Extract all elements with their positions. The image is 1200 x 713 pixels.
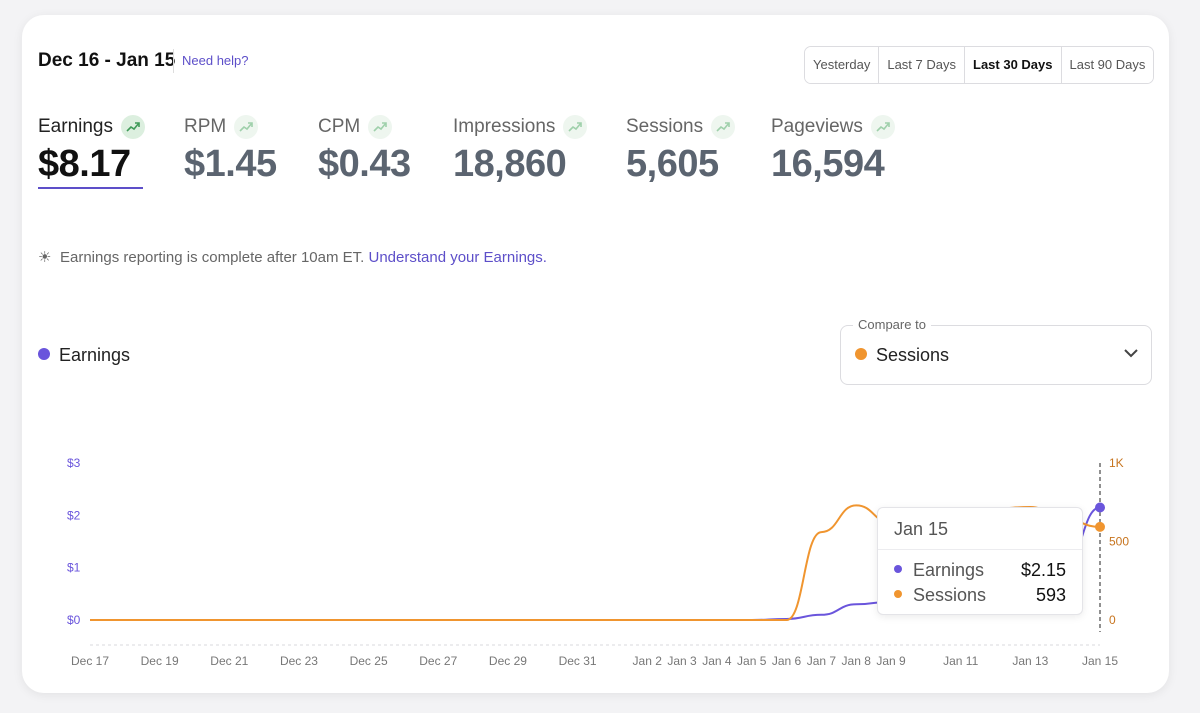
earnings-card: Dec 16 - Jan 15 Need help? Yesterday Las… (22, 15, 1169, 693)
tooltip-date: Jan 15 (894, 519, 949, 539)
legend-dot (38, 348, 50, 361)
tooltip-dot (894, 565, 902, 574)
tooltip-row-earnings: Earnings $2.15 (894, 560, 1066, 581)
x-tick-label: Jan 7 (807, 654, 837, 668)
metric-label: Impressions (453, 116, 556, 137)
x-tick-label: Jan 13 (1012, 654, 1048, 668)
chart-tooltip: Jan 15 Earnings $2.15 Sessions 593 (877, 507, 1083, 615)
understand-earnings-link[interactable]: Understand your Earnings. (368, 249, 547, 266)
x-tick-label: Dec 17 (71, 654, 109, 668)
range-tab-last-90-days[interactable]: Last 90 Days (1061, 47, 1154, 83)
metric-value: 16,594 (771, 143, 885, 185)
metric-pageviews[interactable]: Pageviews 16,594 (771, 115, 895, 186)
x-tick-label: Jan 2 (633, 654, 663, 668)
trend-up-icon (368, 115, 393, 139)
tooltip-divider (878, 549, 1082, 550)
trend-up-icon (234, 115, 259, 139)
series-point-earnings (1095, 502, 1105, 513)
x-tick-label: Dec 19 (141, 654, 179, 668)
metric-value: $0.43 (318, 143, 411, 185)
x-tick-label: Dec 21 (210, 654, 248, 668)
title-divider (173, 49, 174, 73)
y-right-tick-label: 1K (1109, 456, 1124, 470)
tooltip-value: $2.15 (1020, 560, 1066, 580)
compare-dot (855, 348, 867, 361)
y-right-tick-label: 500 (1109, 535, 1129, 549)
earnings-notice: ☀ Earnings reporting is complete after 10… (38, 248, 547, 266)
range-tab-last-7-days[interactable]: Last 7 Days (879, 47, 965, 83)
tooltip-label: Earnings (913, 560, 985, 580)
notice-text: Earnings reporting is complete after 10a… (60, 249, 369, 266)
trend-up-icon (711, 115, 736, 139)
tooltip-label: Sessions (913, 585, 987, 605)
tooltip-value: 593 (1035, 585, 1066, 605)
range-tab-last-30-days[interactable]: Last 30 Days (965, 47, 1062, 83)
x-tick-label: Jan 4 (702, 654, 732, 668)
metric-value: $8.17 (38, 143, 131, 185)
date-range-tabs: Yesterday Last 7 Days Last 30 Days Last … (804, 46, 1155, 84)
metric-label: Pageviews (771, 116, 863, 137)
x-tick-label: Jan 9 (876, 654, 906, 668)
metric-value: $1.45 (184, 143, 277, 185)
metric-label: CPM (318, 116, 361, 137)
metric-earnings[interactable]: Earnings $8.17 (38, 115, 145, 186)
need-help-link[interactable]: Need help? (182, 53, 249, 68)
legend-label: Earnings (59, 345, 131, 365)
series-point-sessions (1095, 521, 1105, 532)
x-tick-label: Jan 11 (943, 654, 978, 668)
metric-label: Sessions (626, 116, 704, 137)
x-tick-label: Jan 3 (667, 654, 697, 668)
y-left-tick-label: $2 (67, 508, 81, 522)
metric-rpm[interactable]: RPM $1.45 (184, 115, 277, 186)
x-tick-label: Dec 25 (350, 654, 388, 668)
x-tick-label: Jan 8 (842, 654, 872, 668)
chevron-down-icon (1124, 349, 1138, 358)
y-left-tick-label: $3 (67, 456, 81, 470)
x-tick-label: Jan 5 (737, 654, 767, 668)
y-left-tick-label: $1 (67, 561, 81, 575)
compare-to-select[interactable]: Compare to Sessions (840, 317, 1152, 385)
trend-up-icon (121, 115, 145, 139)
x-tick-label: Dec 23 (280, 654, 318, 668)
x-tick-label: Jan 15 (1082, 654, 1118, 668)
metric-cpm[interactable]: CPM $0.43 (318, 115, 411, 186)
chart-legend: Earnings (38, 345, 130, 366)
compare-label: Compare to (853, 317, 931, 332)
sun-icon: ☀ (38, 249, 52, 266)
metric-label: RPM (184, 116, 227, 137)
x-tick-label: Dec 29 (489, 654, 527, 668)
y-left-tick-label: $0 (67, 613, 81, 627)
tooltip-dot (894, 590, 902, 599)
y-right-tick-label: 0 (1109, 613, 1116, 627)
trend-up-icon (563, 115, 588, 139)
x-tick-label: Dec 27 (419, 654, 457, 668)
compare-selected: Sessions (876, 345, 950, 365)
x-tick-label: Jan 6 (772, 654, 802, 668)
metric-value: 18,860 (453, 143, 567, 185)
date-range-title: Dec 16 - Jan 15 (38, 50, 176, 71)
trend-up-icon (870, 115, 895, 139)
metric-label: Earnings (38, 116, 113, 137)
active-metric-underline (38, 187, 143, 189)
range-tab-yesterday[interactable]: Yesterday (805, 47, 880, 83)
tooltip-row-sessions: Sessions 593 (894, 585, 1066, 606)
x-tick-label: Dec 31 (559, 654, 597, 668)
metric-value: 5,605 (626, 143, 719, 185)
metric-impressions[interactable]: Impressions 18,860 (453, 115, 588, 186)
compare-value: Sessions (855, 345, 949, 366)
metric-sessions[interactable]: Sessions 5,605 (626, 115, 736, 186)
